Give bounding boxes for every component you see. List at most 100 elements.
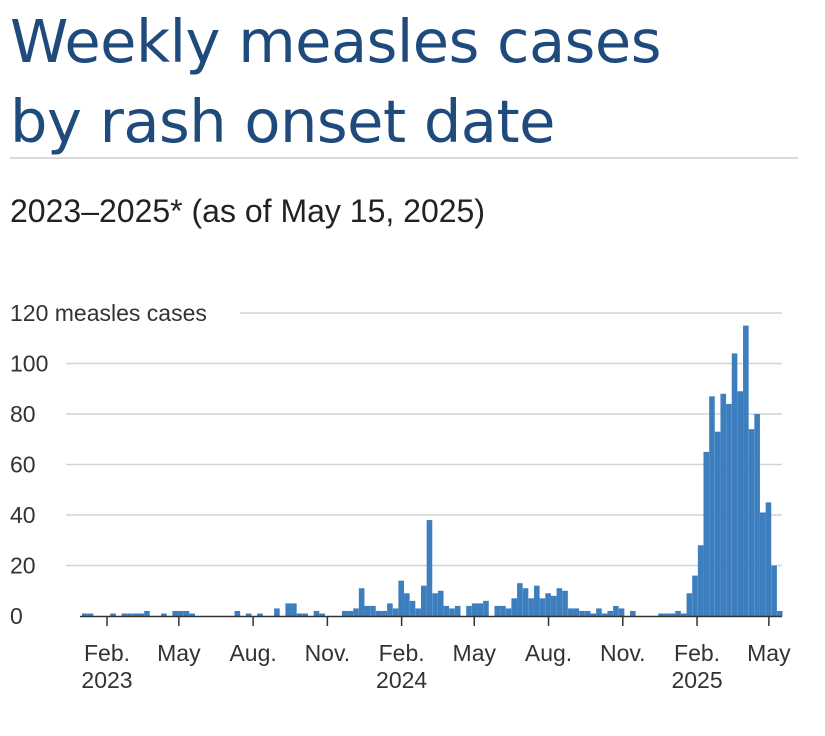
bar <box>358 588 365 616</box>
bar <box>415 608 421 616</box>
bar <box>421 585 427 616</box>
bar <box>534 585 540 616</box>
bar <box>494 605 501 616</box>
bar <box>127 613 133 616</box>
bar <box>630 610 636 616</box>
x-tick-label: May <box>157 640 201 666</box>
x-tick-label: Nov. <box>600 640 646 666</box>
bar <box>692 575 698 616</box>
bar <box>387 603 393 617</box>
bar <box>144 610 150 616</box>
bar <box>709 396 715 616</box>
x-tick-year-label: 2023 <box>81 667 132 693</box>
bar <box>398 580 404 616</box>
bar <box>291 603 297 617</box>
bar <box>341 610 348 616</box>
bar <box>138 613 145 616</box>
bar <box>178 610 184 616</box>
gridlines <box>66 312 782 567</box>
y-tick-label: 100 <box>10 351 48 377</box>
x-tick-label: Feb. <box>84 640 130 666</box>
chart-title-line1: Weekly measles cases <box>10 7 661 76</box>
bar <box>172 610 178 616</box>
bar <box>375 610 382 616</box>
bar <box>245 613 252 616</box>
bar <box>483 600 489 616</box>
bar <box>82 613 88 616</box>
bar <box>370 605 376 616</box>
y-tick-label: 0 <box>10 603 23 629</box>
y-tick-label: 60 <box>10 452 36 478</box>
bar <box>500 605 506 616</box>
x-tick-label: Feb. <box>379 640 425 666</box>
x-tick-label: May <box>453 640 497 666</box>
bar <box>443 605 450 616</box>
bar <box>364 605 371 616</box>
bar <box>426 520 433 616</box>
bar <box>347 610 354 616</box>
bar <box>714 431 721 616</box>
chart-subtitle: 2023–2025* (as of May 15, 2025) <box>10 193 485 229</box>
bar <box>466 605 472 616</box>
x-axis <box>80 615 782 626</box>
bar <box>658 613 664 616</box>
bar <box>517 583 523 616</box>
bar <box>590 613 597 616</box>
bar <box>110 613 116 616</box>
bar <box>743 325 749 617</box>
bar <box>618 608 625 616</box>
bar <box>765 502 772 617</box>
bar <box>353 608 359 616</box>
bar <box>601 613 608 616</box>
title-divider <box>10 157 798 159</box>
bar <box>285 603 291 617</box>
bar <box>675 610 681 616</box>
bar <box>771 565 777 616</box>
bar <box>381 610 388 616</box>
bar <box>505 608 512 616</box>
chart-title: Weekly measles cases by rash onset date <box>10 2 661 162</box>
bar <box>613 605 619 616</box>
bar <box>511 598 517 616</box>
bar <box>737 391 743 616</box>
bar <box>404 593 410 616</box>
x-tick-label: Feb. <box>674 640 720 666</box>
bar <box>550 595 557 616</box>
bar <box>663 613 670 616</box>
bar <box>596 608 602 616</box>
bar <box>432 593 438 616</box>
bar <box>556 588 563 616</box>
bar <box>189 613 195 616</box>
bar <box>607 610 614 616</box>
bar <box>274 608 280 616</box>
bar <box>528 598 534 616</box>
bar <box>302 613 308 616</box>
bar <box>257 613 263 616</box>
bar <box>748 429 755 616</box>
bar <box>234 610 241 616</box>
bar <box>584 610 591 616</box>
bar <box>121 613 128 616</box>
bar <box>454 605 461 616</box>
y-tick-label: 120 measles cases <box>10 300 207 326</box>
bar <box>437 590 444 616</box>
bar <box>522 588 529 616</box>
bar <box>296 613 303 616</box>
bar <box>477 603 484 617</box>
bar <box>183 610 190 616</box>
bar <box>760 512 766 616</box>
bar <box>669 613 676 616</box>
x-tick-label: Aug. <box>525 640 572 666</box>
bar <box>562 590 568 616</box>
bar <box>567 608 574 616</box>
bar <box>471 603 478 617</box>
bar <box>720 393 727 616</box>
bar <box>161 613 167 616</box>
bar <box>686 593 693 616</box>
bar <box>392 608 399 616</box>
x-tick-label: Nov. <box>305 640 351 666</box>
y-axis-labels: 0 20 40 60 80 100 120 measles cases <box>10 300 207 629</box>
bar <box>579 610 585 616</box>
